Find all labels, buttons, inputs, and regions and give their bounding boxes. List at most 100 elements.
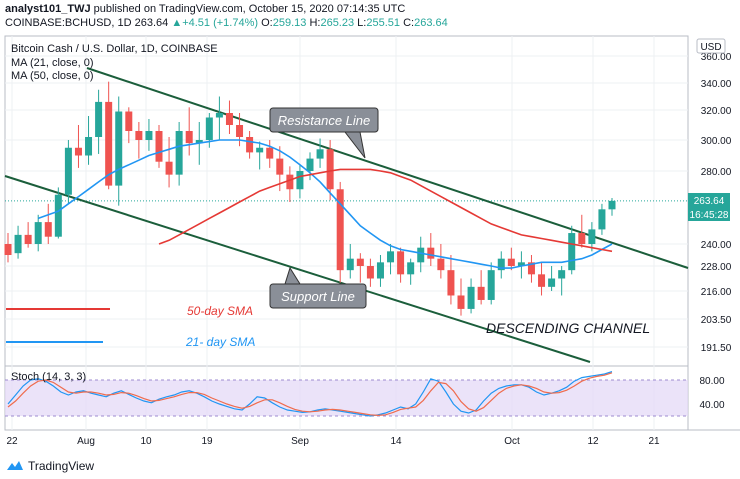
- price-tick-label: 228.00: [701, 262, 732, 273]
- candle-body: [135, 131, 143, 140]
- candle-body: [4, 244, 12, 255]
- candle-body: [387, 251, 395, 263]
- candle-body: [296, 171, 304, 190]
- candle-body: [407, 262, 415, 275]
- ma21-legend: MA (21, close, 0): [11, 57, 94, 69]
- last-price-badge-text: 263.64: [694, 196, 725, 207]
- currency-label: USD: [700, 42, 721, 53]
- candles: [4, 81, 616, 316]
- price-tick-label: 320.00: [701, 106, 732, 117]
- triangle-up-icon: ▲: [171, 17, 183, 29]
- candle-body: [336, 189, 344, 271]
- candle-body: [64, 147, 72, 195]
- countdown-badge-text: 16:45:28: [690, 210, 729, 221]
- price-change: +4.51 (+1.74%): [182, 17, 259, 29]
- descending-channel: [4, 67, 689, 363]
- candle-body: [155, 131, 163, 162]
- candle-body: [366, 266, 374, 279]
- support-label: Support Line: [281, 289, 355, 304]
- stoch-axis[interactable]: 80.00 40.00: [699, 376, 724, 411]
- time-tick-label: Aug: [77, 436, 95, 447]
- close-label: C:: [403, 17, 415, 29]
- time-tick-label: Sep: [291, 436, 309, 447]
- high-value: 265.23: [320, 17, 355, 29]
- stoch-d-line: [7, 372, 613, 417]
- candle-body: [517, 262, 525, 266]
- candle-body: [34, 222, 42, 244]
- candle-body: [527, 262, 535, 275]
- close-value: 263.64: [414, 17, 448, 29]
- support-line: [4, 175, 591, 363]
- candle-body: [608, 200, 616, 210]
- stoch-label: Stoch (14, 3, 3): [11, 371, 86, 383]
- time-tick-label: 10: [140, 436, 152, 447]
- last-price-badge: 263.64: [688, 193, 730, 207]
- candle-body: [487, 270, 495, 300]
- tradingview-logo-icon[interactable]: [6, 460, 24, 472]
- ma50-line: [158, 168, 613, 253]
- candle-body: [286, 174, 294, 190]
- candle-body: [215, 113, 223, 118]
- candle-body: [125, 111, 133, 131]
- candle-body: [256, 147, 264, 153]
- candle-body: [417, 247, 425, 263]
- candle-body: [276, 158, 284, 175]
- candle-body: [165, 161, 173, 175]
- candle-body: [225, 113, 233, 125]
- ma21-line: [37, 139, 613, 269]
- candle-body: [588, 229, 596, 244]
- price-tick-label: 340.00: [701, 79, 732, 90]
- price-tick-label: 203.50: [701, 315, 732, 326]
- countdown-badge: 16:45:28: [688, 207, 730, 221]
- brand-name[interactable]: TradingView: [28, 459, 95, 473]
- low-label: L:: [357, 17, 367, 29]
- candle-body: [397, 251, 405, 275]
- price-axis[interactable]: 360.00 340.00 320.00 300.00 280.00 240.00 228.…: [701, 52, 732, 354]
- candle-body: [376, 262, 384, 279]
- currency-button[interactable]: USD: [696, 38, 726, 54]
- candle-body: [457, 295, 465, 309]
- time-axis[interactable]: 22 Aug 10 19 Sep 14 Oct 12 21: [6, 436, 660, 447]
- low-value: 255.51: [366, 17, 401, 29]
- candle-body: [316, 149, 324, 159]
- candle-body: [175, 131, 183, 175]
- candle-body: [578, 233, 586, 244]
- ma50-legend: MA (50, close, 0): [11, 70, 94, 82]
- candle-body: [507, 258, 515, 266]
- sma50-label: 50-day SMA: [187, 304, 253, 318]
- candle-body: [447, 270, 455, 296]
- candle-body: [326, 149, 334, 190]
- candle-body: [427, 247, 435, 259]
- candle-body: [477, 286, 485, 300]
- candle-body: [346, 258, 354, 271]
- author-name[interactable]: analyst101_TWJ: [5, 3, 91, 15]
- resistance-label: Resistance Line: [278, 113, 371, 128]
- stoch-tick-label: 40.00: [699, 400, 724, 411]
- price-tick-label: 191.50: [701, 343, 732, 354]
- candle-body: [105, 101, 113, 186]
- time-tick-label: 12: [587, 436, 599, 447]
- footer: TradingView: [6, 458, 94, 474]
- candle-body: [205, 117, 213, 140]
- high-label: H:: [309, 17, 321, 29]
- candle-body: [95, 101, 103, 137]
- sma21-label: 21- day SMA: [185, 335, 255, 349]
- candle-body: [306, 158, 314, 171]
- stochastic-lines: [7, 371, 613, 417]
- time-tick-label: 21: [648, 436, 660, 447]
- candle-body: [467, 286, 475, 309]
- support-callout: Support Line: [269, 266, 367, 309]
- candle-body: [598, 209, 606, 230]
- candle-body: [24, 234, 32, 244]
- resistance-callout: Resistance Line: [269, 107, 379, 159]
- price-tick-label: 216.00: [701, 287, 732, 298]
- candle-body: [195, 140, 203, 144]
- symbol-label: COINBASE:BCHUSD, 1D: [5, 17, 132, 29]
- time-tick-label: 22: [6, 436, 18, 447]
- ohlc-header: COINBASE:BCHUSD, 1D 263.64 ▲+4.51 (+1.74…: [5, 17, 448, 29]
- candle-body: [85, 137, 93, 156]
- publish-header: analyst101_TWJ published on TradingView.…: [5, 3, 405, 15]
- open-label: O:: [261, 17, 273, 29]
- candle-body: [497, 258, 505, 271]
